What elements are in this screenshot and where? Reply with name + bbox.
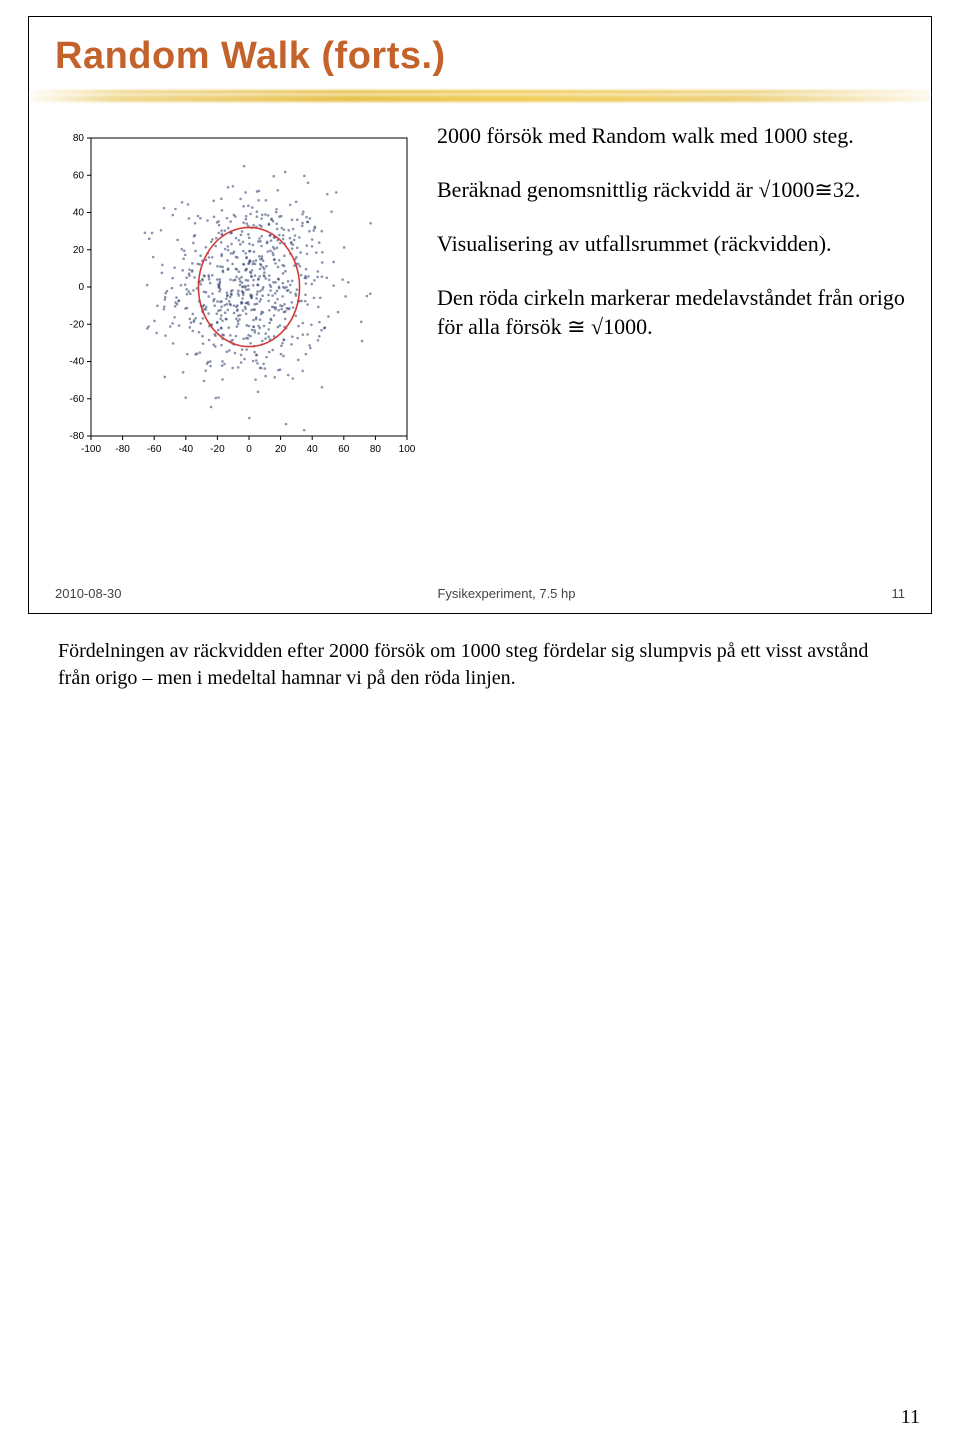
svg-text:-60: -60 (147, 444, 162, 455)
speaker-notes: Fördelningen av räckvidden efter 2000 fö… (58, 638, 902, 692)
svg-text:-20: -20 (70, 319, 85, 330)
svg-text:-100: -100 (81, 444, 101, 455)
svg-text:60: 60 (338, 444, 350, 455)
svg-text:-80: -80 (70, 431, 85, 442)
footer-date: 2010-08-30 (55, 586, 122, 601)
svg-text:40: 40 (307, 444, 319, 455)
slide-title: Random Walk (forts.) (55, 35, 905, 78)
footer-course: Fysikexperiment, 7.5 hp (437, 586, 575, 601)
svg-text:0: 0 (78, 282, 84, 293)
footer-page: 11 (891, 586, 905, 601)
svg-text:-20: -20 (210, 444, 225, 455)
slide-paragraph: Visualisering av utfallsrummet (räckvidd… (437, 230, 905, 258)
svg-text:40: 40 (73, 208, 85, 219)
svg-text:-40: -40 (179, 444, 194, 455)
svg-text:0: 0 (246, 444, 252, 455)
slide-paragraph: Den röda cirkeln markerar medelavståndet… (437, 284, 905, 340)
svg-text:-60: -60 (70, 394, 85, 405)
gold-bar (29, 90, 931, 102)
slide-footer: 2010-08-30 Fysikexperiment, 7.5 hp 11 (55, 586, 905, 601)
slide-text-column: 2000 försök med Random walk med 1000 ste… (437, 118, 905, 367)
scatter-svg: -100 -80 -60 -40 -20 0 20 40 60 80 100 -80 -60 -40 -20… (55, 130, 415, 460)
slide-body: -100 -80 -60 -40 -20 0 20 40 60 80 100 -80 -60 -40 -20… (55, 118, 905, 465)
svg-text:20: 20 (73, 245, 85, 256)
svg-text:100: 100 (399, 444, 415, 455)
slide-paragraph: 2000 försök med Random walk med 1000 ste… (437, 122, 905, 150)
svg-text:-80: -80 (115, 444, 130, 455)
notes-paragraph: Fördelningen av räckvidden efter 2000 fö… (58, 638, 902, 692)
svg-text:60: 60 (73, 170, 85, 181)
page-number: 11 (901, 1406, 920, 1429)
title-underline (55, 84, 905, 110)
svg-text:80: 80 (370, 444, 382, 455)
slide-paragraph: Beräknad genomsnittlig räckvidd är √1000… (437, 176, 905, 204)
svg-text:80: 80 (73, 133, 85, 144)
scatter-chart: -100 -80 -60 -40 -20 0 20 40 60 80 100 -80 -60 -40 -20… (55, 130, 415, 465)
svg-text:-40: -40 (70, 357, 85, 368)
svg-text:20: 20 (275, 444, 287, 455)
slide-frame: Random Walk (forts.) -100 -80 -60 -40 -20 0 20… (28, 16, 932, 614)
